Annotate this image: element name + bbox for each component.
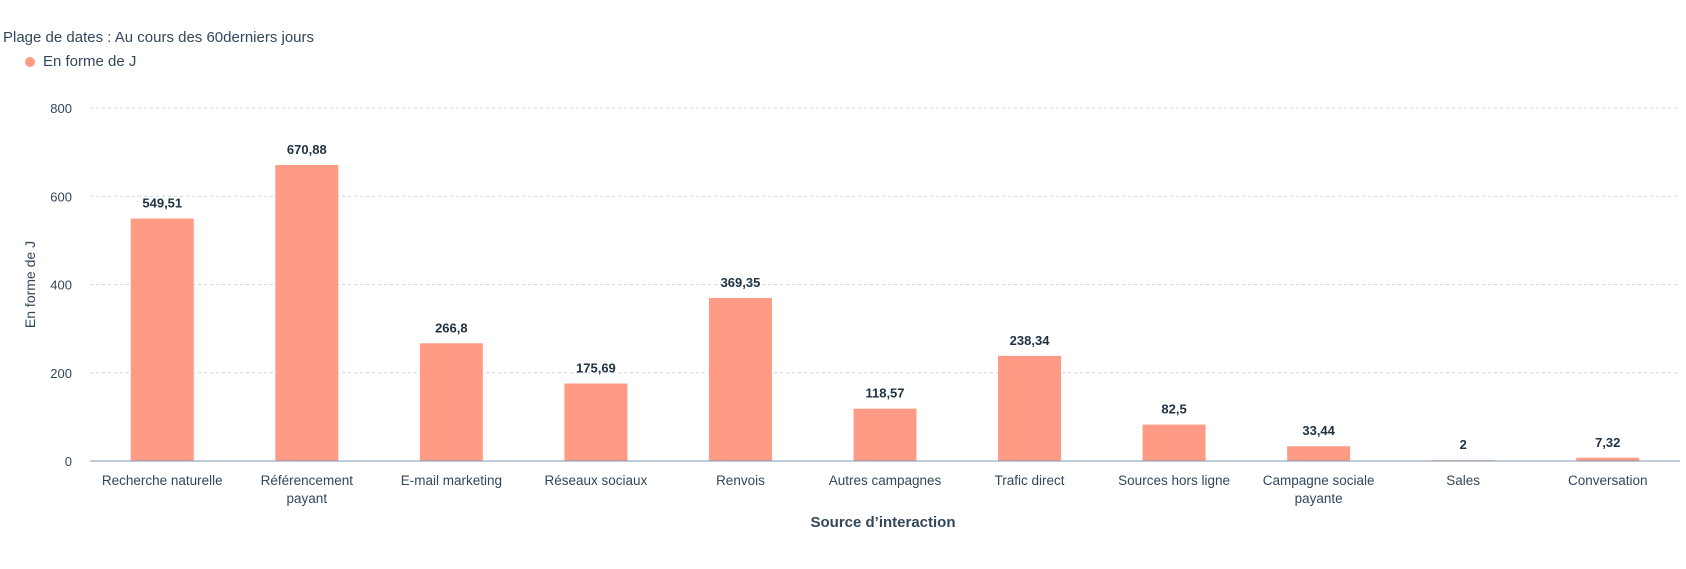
x-tick-label: E-mail marketing [401,473,502,488]
x-tick-label: Référencement payant [261,473,354,506]
grid-lines [90,107,1680,374]
data-label: 369,35 [721,275,761,290]
y-tick-label: 200 [50,366,72,381]
bars [130,164,1640,462]
data-labels: 549,51 670,88 266,8 175,69 369,35 118,57 238,3… [142,142,1620,452]
data-label: 266,8 [435,320,468,335]
y-tick-label: 800 [50,101,72,116]
data-label: 7,32 [1595,435,1620,450]
data-label: 2 [1460,437,1467,452]
x-tick-label: Campagne sociale payante [1263,473,1375,506]
data-label: 118,57 [865,386,904,401]
x-axis-categories: Recherche naturelle Référencement payant E-… [102,473,1648,506]
bar[interactable] [130,218,194,461]
x-tick-label: Réseaux sociaux [545,473,648,488]
x-tick-label: Autres campagnes [829,473,942,488]
data-label: 33,44 [1302,423,1335,438]
date-range-label: Plage de dates : Au cours des 60derniers… [3,29,315,46]
data-label: 549,51 [142,196,182,211]
data-label: 175,69 [576,360,616,375]
bar[interactable] [1287,446,1351,461]
y-tick-label: 400 [50,278,72,293]
y-axis-title: En forme de J [22,241,38,328]
x-tick-label: Conversation [1568,473,1648,488]
chart-legend[interactable]: En forme de J [25,53,136,70]
x-tick-label: Sources hors ligne [1118,473,1230,488]
data-label: 82,5 [1161,402,1186,417]
bar[interactable] [1576,457,1640,461]
bar[interactable] [998,355,1062,461]
bar[interactable] [708,298,772,461]
legend-swatch [25,56,35,67]
legend-label: En forme de J [43,53,137,70]
data-label: 670,88 [287,142,327,157]
y-tick-label: 0 [65,454,72,469]
x-tick-label: Recherche naturelle [102,473,223,488]
x-axis-title: Source d’interaction [810,514,955,531]
bar[interactable] [564,383,628,461]
y-tick-label: 600 [50,189,72,204]
bar[interactable] [275,164,339,462]
bar[interactable] [1142,424,1206,461]
data-label: 238,34 [1010,333,1051,348]
x-tick-label: Sales [1446,473,1480,488]
x-tick-label: Renvois [716,473,765,488]
bar[interactable] [419,343,483,461]
y-axis-ticks: 0 200 400 600 800 [50,101,72,469]
bar[interactable] [853,408,917,461]
x-tick-label: Trafic direct [995,473,1065,488]
